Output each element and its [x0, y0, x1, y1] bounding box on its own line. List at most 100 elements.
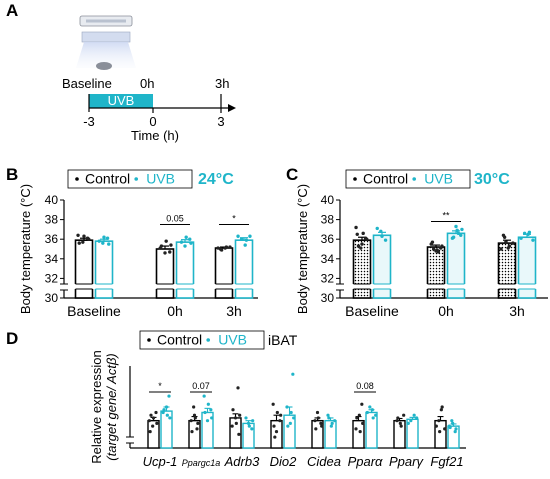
baseline-label: Baseline	[62, 76, 112, 91]
data-point-uvb	[162, 408, 166, 412]
data-point-control	[504, 240, 508, 244]
data-point-control	[275, 410, 279, 415]
tissue-label: iBAT	[268, 332, 298, 348]
y-tick-label: 38	[321, 213, 335, 227]
bar-control	[214, 247, 234, 299]
data-point-uvb	[167, 394, 171, 398]
legend-marker-control	[353, 177, 357, 181]
panel-label-a: A	[6, 1, 18, 20]
data-point-uvb	[454, 427, 458, 431]
data-point-uvb	[288, 421, 292, 425]
data-point-control	[193, 416, 197, 420]
data-point-uvb	[165, 413, 169, 417]
data-point-control	[273, 435, 277, 439]
y-tick-label: 34	[321, 252, 335, 266]
data-point-control	[439, 408, 443, 412]
data-point-uvb	[451, 235, 456, 239]
data-point-uvb	[453, 430, 457, 434]
y-tick-label: 40	[321, 193, 335, 207]
data-point-control	[192, 405, 196, 409]
data-point-control	[356, 244, 361, 248]
legend-label-control: Control	[85, 171, 130, 187]
data-point-uvb	[202, 394, 206, 398]
data-point-control	[360, 242, 364, 246]
gene-label: Dio2	[270, 454, 298, 469]
data-point-control	[82, 234, 86, 238]
data-point-uvb	[370, 408, 374, 412]
time-axis-label: Time (h)	[131, 128, 179, 143]
data-point-control	[81, 240, 85, 244]
y-tick-label: 40	[45, 193, 59, 207]
data-point-control	[438, 430, 442, 434]
data-point-uvb	[455, 228, 459, 233]
data-point-control	[159, 244, 164, 248]
data-point-control	[219, 248, 224, 252]
data-point-uvb	[97, 239, 101, 243]
data-point-uvb	[188, 237, 192, 241]
significance-label: 0.08	[356, 381, 374, 391]
data-point-uvb	[326, 413, 330, 417]
data-point-control	[224, 245, 229, 249]
x-category-label: 0h	[438, 303, 454, 319]
data-point-control	[151, 416, 156, 420]
three-h-label: 3h	[215, 76, 229, 91]
bar-break-gap	[517, 284, 537, 289]
data-point-uvb	[365, 410, 369, 415]
data-point-control	[237, 432, 241, 436]
data-point-uvb	[333, 419, 337, 423]
data-point-uvb	[371, 416, 375, 420]
bar-control	[155, 248, 175, 299]
data-point-control	[192, 413, 197, 417]
data-point-control	[87, 237, 91, 241]
data-point-control	[354, 225, 358, 230]
significance-label: *	[232, 214, 236, 224]
axis-break-gap	[126, 437, 134, 443]
data-point-uvb	[531, 238, 535, 242]
time-tick-start: -3	[83, 114, 95, 129]
uvb-lamp-illustration	[76, 15, 136, 70]
panel-label-b: B	[6, 165, 18, 184]
chart-panel-c: Control UVB 30°C 30 32 34 36 38 40 Body temperatu…	[295, 169, 548, 319]
data-point-uvb	[291, 372, 295, 376]
data-point-uvb	[101, 241, 105, 245]
data-point-uvb	[236, 234, 240, 238]
legend-label-control: Control	[157, 332, 202, 348]
bar-control	[393, 419, 406, 449]
data-point-control	[361, 421, 365, 425]
temperature-label: 24°C	[198, 171, 234, 188]
data-point-control	[395, 419, 399, 423]
legend-box	[345, 169, 471, 189]
data-point-control	[360, 402, 364, 406]
bar-break-gap	[352, 284, 372, 289]
data-point-control	[155, 421, 159, 425]
data-point-uvb	[203, 410, 207, 415]
data-point-uvb	[460, 227, 464, 232]
data-point-uvb	[374, 413, 378, 417]
data-point-control	[274, 430, 279, 434]
bar-uvb	[283, 414, 296, 449]
data-point-control	[314, 427, 318, 431]
data-point-uvb	[527, 230, 532, 235]
axis-break-gap	[336, 284, 344, 290]
data-point-uvb	[412, 413, 416, 417]
y-axis-label-line1: Relative expression	[89, 350, 104, 463]
data-point-control	[316, 416, 320, 420]
data-point-control	[399, 424, 403, 428]
data-point-control	[151, 424, 155, 428]
data-point-uvb	[519, 236, 523, 240]
legend-label-uvb: UVB	[218, 332, 247, 348]
x-category-label: 0h	[167, 303, 183, 319]
significance-label: *	[158, 381, 162, 391]
data-point-uvb	[454, 224, 458, 229]
data-point-control	[279, 413, 283, 417]
axis-break-gap	[60, 284, 68, 290]
data-point-control	[507, 244, 512, 248]
significance-label: 0.07	[192, 381, 210, 391]
bar-break-gap	[372, 284, 392, 289]
legend-marker-uvb	[412, 177, 417, 181]
bar-control	[426, 246, 446, 299]
data-point-uvb	[179, 240, 184, 244]
data-point-uvb	[285, 405, 289, 409]
data-point-uvb	[244, 416, 248, 420]
